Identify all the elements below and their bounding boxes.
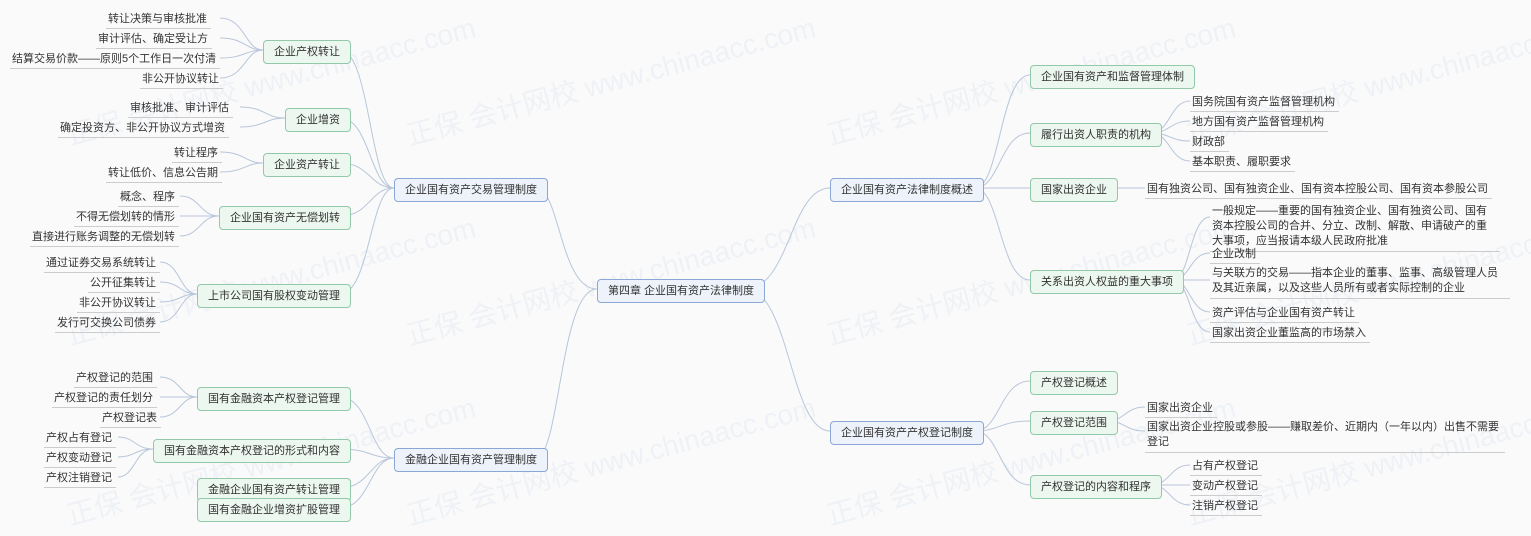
- leaf: 产权注销登记: [44, 469, 116, 488]
- leaf: 企业改制: [1210, 245, 1260, 264]
- leaf: 占有产权登记: [1190, 457, 1262, 476]
- leaf: 国务院国有资产监督管理机构: [1190, 93, 1339, 112]
- leaf: 变动产权登记: [1190, 477, 1262, 496]
- sub-reg-content: 产权登记的内容和程序: [1030, 475, 1162, 499]
- sub-capital-increase: 企业增资: [285, 108, 351, 132]
- leaf: 发行可交换公司债券: [55, 314, 160, 333]
- sub-asset-transfer: 企业资产转让: [263, 153, 351, 177]
- branch-financial: 金融企业国有资产管理制度: [394, 448, 548, 472]
- branch-registration: 企业国有资产产权登记制度: [830, 421, 984, 445]
- leaf: 地方国有资产监督管理机构: [1190, 113, 1328, 132]
- leaf: 国有独资公司、国有独资企业、国有资本控股公司、国有资本参股公司: [1145, 180, 1492, 199]
- sub-reg-overview: 产权登记概述: [1030, 371, 1118, 395]
- sub-fin-form: 国有金融资本产权登记的形式和内容: [153, 439, 351, 463]
- sub-equity-transfer: 企业产权转让: [263, 40, 351, 64]
- sub-investor-org: 履行出资人职责的机构: [1030, 123, 1162, 147]
- leaf: 资产评估与企业国有资产转让: [1210, 304, 1359, 323]
- branch-trading: 企业国有资产交易管理制度: [394, 178, 548, 202]
- leaf: 产权登记的范围: [74, 369, 157, 388]
- leaf: 国家出资企业控股或参股——赚取差价、近期内（一年以内）出售不需要登记: [1145, 418, 1505, 453]
- leaf: 产权占有登记: [44, 429, 116, 448]
- sub-fin-expand: 国有金融企业增资扩股管理: [197, 498, 351, 522]
- leaf: 结算交易价款——原则5个工作日一次付清: [10, 50, 220, 69]
- sub-supervision: 企业国有资产和监督管理体制: [1030, 65, 1195, 89]
- branch-overview: 企业国有资产法律制度概述: [830, 178, 984, 202]
- leaf: 产权登记表: [100, 409, 161, 428]
- leaf: 审计评估、确定受让方: [96, 30, 212, 49]
- sub-free-transfer: 企业国有资产无偿划转: [219, 206, 351, 230]
- leaf: 与关联方的交易——指本企业的董事、监事、高级管理人员及其近亲属，以及这些人员所有…: [1210, 264, 1510, 299]
- leaf: 概念、程序: [118, 188, 179, 207]
- root-node: 第四章 企业国有资产法律制度: [597, 279, 765, 303]
- leaf: 直接进行账务调整的无偿划转: [30, 228, 179, 247]
- leaf: 注销产权登记: [1190, 497, 1262, 516]
- leaf: 非公开协议转让: [140, 70, 223, 89]
- leaf: 审核批准、审计评估: [128, 99, 233, 118]
- sub-listed-equity: 上市公司国有股权变动管理: [197, 284, 351, 308]
- leaf: 财政部: [1190, 133, 1229, 152]
- sub-fin-reg: 国有金融资本产权登记管理: [197, 387, 351, 411]
- leaf: 确定投资方、非公开协议方式增资: [58, 119, 229, 138]
- leaf: 国家出资企业董监高的市场禁入: [1210, 324, 1370, 343]
- leaf: 产权登记的责任划分: [52, 389, 157, 408]
- sub-major-matters: 关系出资人权益的重大事项: [1030, 270, 1184, 294]
- leaf: 不得无偿划转的情形: [74, 208, 179, 227]
- watermark: 正保 会计网校 www.chinaacc.com: [402, 6, 820, 154]
- leaf: 非公开协议转让: [77, 294, 160, 313]
- leaf: 基本职责、履职要求: [1190, 153, 1295, 172]
- leaf: 公开征集转让: [88, 274, 160, 293]
- sub-reg-scope: 产权登记范围: [1030, 411, 1118, 435]
- leaf: 产权变动登记: [44, 449, 116, 468]
- leaf: 国家出资企业: [1145, 399, 1217, 418]
- leaf: 通过证券交易系统转让: [44, 254, 160, 273]
- leaf: 转让程序: [172, 144, 222, 163]
- leaf: 转让决策与审核批准: [106, 10, 211, 29]
- leaf: 转让低价、信息公告期: [106, 164, 222, 183]
- sub-invested-enterprise: 国家出资企业: [1030, 178, 1118, 202]
